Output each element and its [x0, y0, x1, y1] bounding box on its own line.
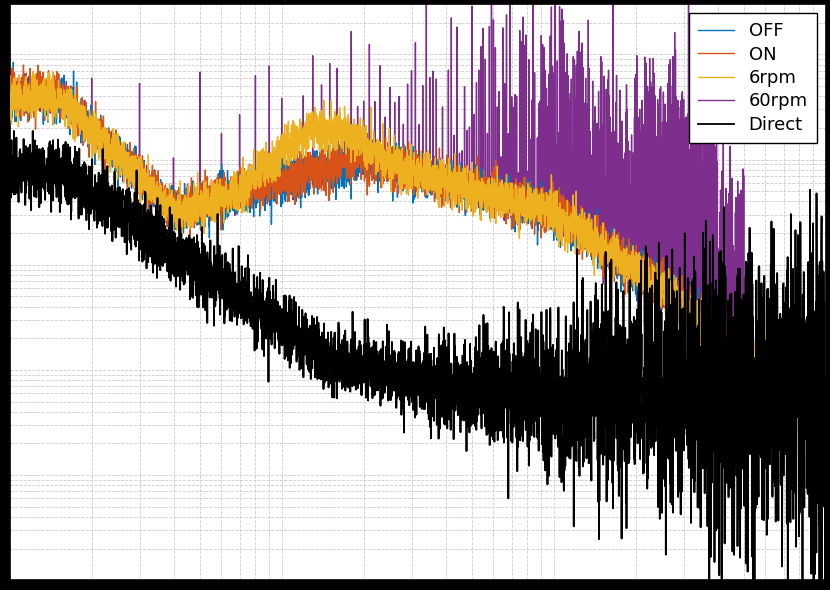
60rpm	[495, 201, 505, 208]
60rpm	[316, 81, 326, 88]
OFF	[535, 206, 545, 213]
Direct	[676, 430, 686, 437]
Line: 6rpm: 6rpm	[10, 71, 826, 441]
6rpm	[28, 68, 38, 75]
Line: Direct: Direct	[10, 131, 826, 590]
6rpm	[317, 127, 327, 134]
ON	[154, 173, 164, 180]
ON	[676, 303, 686, 310]
OFF	[614, 266, 624, 273]
OFF	[317, 164, 327, 171]
ON	[18, 61, 28, 68]
6rpm	[5, 73, 15, 80]
Direct	[614, 493, 624, 500]
Legend: OFF, ON, 6rpm, 60rpm, Direct: OFF, ON, 6rpm, 60rpm, Direct	[689, 13, 817, 143]
Direct	[9, 127, 19, 135]
60rpm	[614, 251, 624, 258]
Direct	[535, 394, 545, 401]
Direct	[5, 174, 15, 181]
ON	[614, 235, 624, 242]
6rpm	[495, 199, 505, 206]
OFF	[5, 95, 15, 102]
6rpm	[154, 191, 164, 198]
OFF	[154, 189, 164, 196]
ON	[821, 410, 830, 417]
Line: OFF: OFF	[10, 63, 826, 445]
ON	[5, 87, 15, 94]
6rpm	[535, 198, 545, 205]
OFF	[821, 442, 830, 449]
ON	[820, 438, 830, 445]
60rpm	[535, 209, 545, 216]
Direct	[821, 374, 830, 381]
OFF	[676, 310, 686, 317]
Direct	[317, 352, 327, 359]
OFF	[8, 59, 18, 66]
6rpm	[676, 302, 686, 309]
6rpm	[614, 250, 624, 257]
60rpm	[818, 435, 828, 442]
Direct	[495, 406, 505, 413]
ON	[535, 205, 545, 212]
ON	[495, 185, 505, 192]
60rpm	[5, 87, 15, 94]
60rpm	[676, 97, 686, 104]
ON	[317, 171, 327, 178]
OFF	[495, 172, 505, 179]
60rpm	[153, 185, 163, 192]
Line: ON: ON	[10, 65, 826, 442]
60rpm	[821, 417, 830, 424]
Direct	[154, 235, 164, 242]
6rpm	[821, 437, 830, 444]
Line: 60rpm: 60rpm	[10, 0, 826, 439]
